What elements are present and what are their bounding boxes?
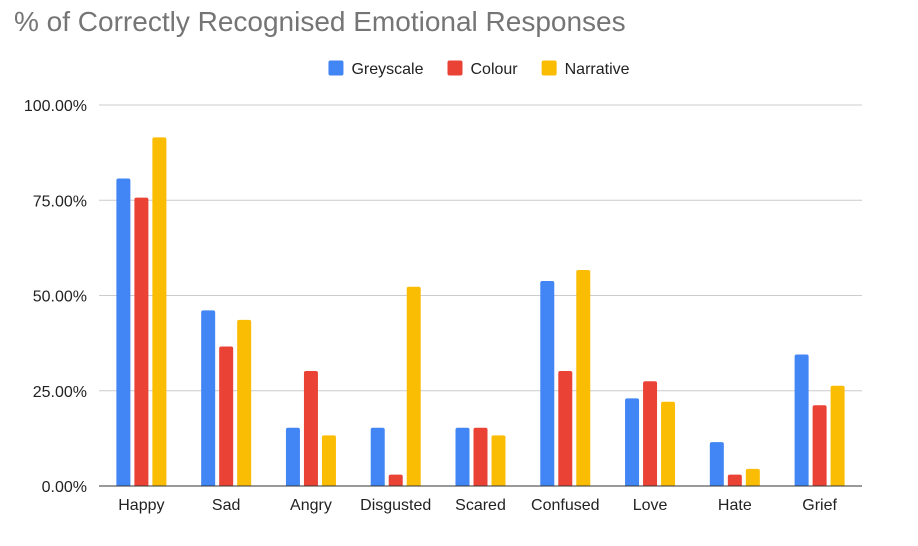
chart-title: % of Correctly Recognised Emotional Resp… bbox=[14, 6, 626, 37]
bar-narrative-confused bbox=[576, 269, 591, 486]
bar-colour-disgusted bbox=[388, 474, 403, 486]
x-tick-label: Hate bbox=[718, 497, 752, 514]
x-tick-label: Confused bbox=[531, 497, 600, 514]
bar-colour-hate bbox=[727, 474, 742, 486]
x-tick-label: Angry bbox=[290, 497, 332, 514]
bar-narrative-sad bbox=[237, 319, 252, 486]
legend-swatch bbox=[541, 60, 557, 76]
bar-greyscale-disgusted bbox=[370, 427, 385, 486]
x-axis-ticks: Happy Sad Angry Disgusted Scared Confused Love… bbox=[118, 497, 837, 514]
bar-greyscale-sad bbox=[201, 310, 216, 486]
y-tick-label: 25.00% bbox=[33, 384, 87, 401]
bar-colour-confused bbox=[558, 370, 573, 486]
bars bbox=[116, 137, 845, 486]
y-tick-label: 75.00% bbox=[33, 193, 87, 210]
bar-colour-sad bbox=[219, 346, 234, 486]
legend-item-narrative: Narrative bbox=[541, 60, 630, 78]
legend: Greyscale Colour Narrative bbox=[328, 60, 630, 78]
bar-narrative-angry bbox=[321, 435, 336, 486]
legend-item-colour: Colour bbox=[447, 60, 518, 78]
bar-colour-happy bbox=[134, 197, 149, 486]
bar-narrative-scared bbox=[491, 435, 506, 486]
bar-greyscale-hate bbox=[709, 442, 724, 486]
bar-narrative-love bbox=[661, 401, 676, 486]
y-tick-label: 100.00% bbox=[24, 98, 87, 115]
bar-greyscale-confused bbox=[540, 281, 555, 486]
x-tick-label: Happy bbox=[118, 497, 164, 514]
bar-colour-love bbox=[643, 381, 658, 486]
y-tick-label: 50.00% bbox=[33, 289, 87, 306]
bar-greyscale-angry bbox=[285, 427, 300, 486]
bar-greyscale-love bbox=[625, 398, 640, 486]
x-tick-label: Grief bbox=[802, 497, 837, 514]
legend-label: Greyscale bbox=[351, 61, 423, 78]
bar-greyscale-scared bbox=[455, 427, 470, 486]
y-tick-label: 0.00% bbox=[42, 479, 87, 496]
bar-colour-grief bbox=[812, 405, 827, 486]
bar-colour-angry bbox=[303, 370, 318, 486]
legend-label: Narrative bbox=[565, 61, 630, 78]
bar-colour-scared bbox=[473, 427, 488, 486]
bar-narrative-grief bbox=[830, 385, 845, 486]
x-tick-label: Scared bbox=[455, 497, 506, 514]
bar-narrative-happy bbox=[152, 137, 167, 486]
y-axis-ticks: 0.00% 25.00% 50.00% 75.00% 100.00% bbox=[24, 98, 87, 496]
legend-item-greyscale: Greyscale bbox=[328, 60, 424, 78]
legend-swatch bbox=[328, 60, 344, 76]
bar-narrative-hate bbox=[745, 468, 760, 486]
bar-greyscale-happy bbox=[116, 178, 131, 486]
legend-swatch bbox=[447, 60, 463, 76]
bar-narrative-disgusted bbox=[406, 286, 421, 486]
x-tick-label: Love bbox=[633, 497, 668, 514]
legend-label: Colour bbox=[470, 61, 518, 78]
bar-greyscale-grief bbox=[794, 354, 809, 486]
x-tick-label: Sad bbox=[212, 497, 240, 514]
x-tick-label: Disgusted bbox=[360, 497, 431, 514]
